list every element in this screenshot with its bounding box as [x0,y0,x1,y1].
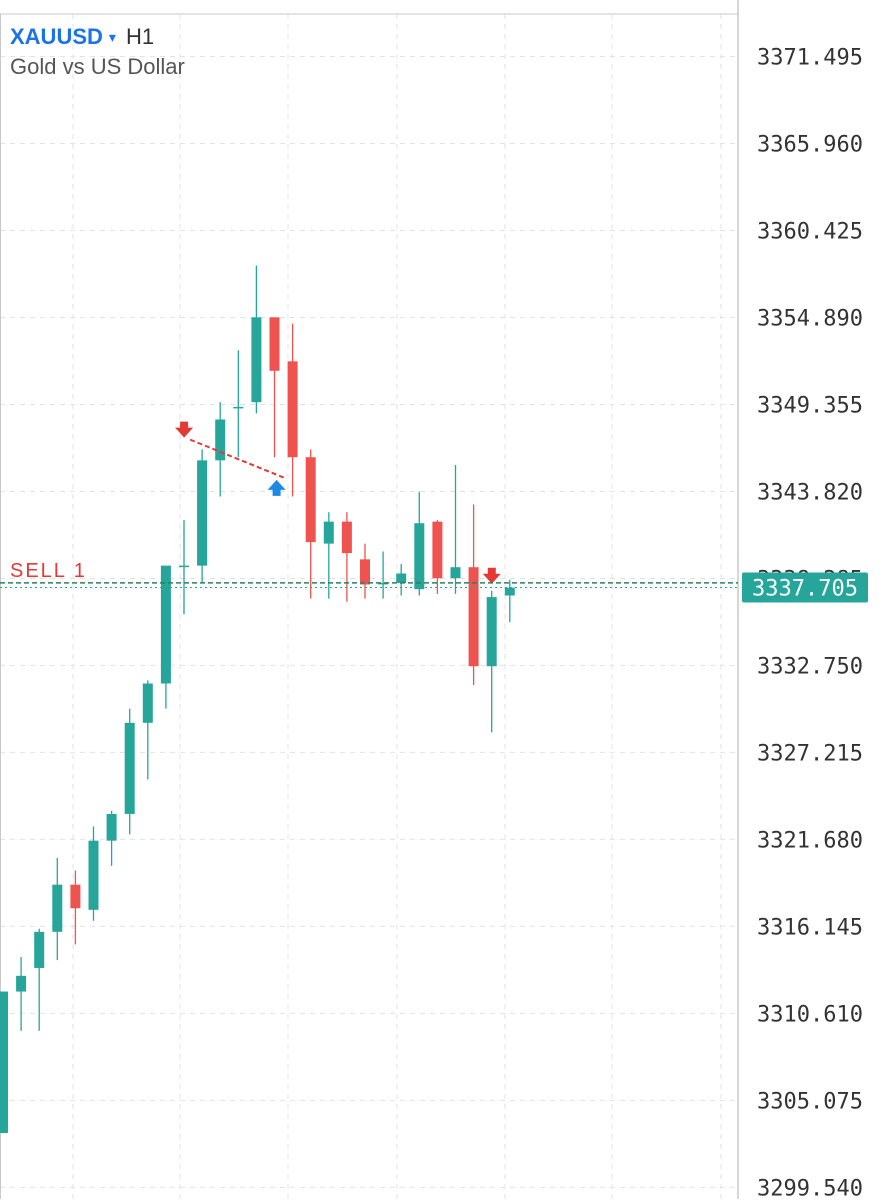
price-tick-label: 3316.145 [757,915,863,940]
bullish-candle [179,520,189,615]
bullish-candle [197,449,208,583]
candle-body [88,840,99,910]
candles [0,265,515,1133]
candle-body [215,419,226,461]
trade-markers [175,421,501,584]
candle-body [142,683,153,723]
bullish-candle [450,465,461,594]
candle-body [486,597,497,667]
order-line-group[interactable]: SELL 1 3337.705 [0,560,868,603]
price-tick-label: 3299.540 [757,1176,863,1199]
price-tick-label: 3349.355 [757,393,863,418]
bullish-candle [124,708,135,835]
candle-body [52,884,63,932]
candle-body [450,567,461,579]
candle-body [269,317,280,371]
price-tick-label: 3365.960 [757,133,863,158]
bullish-candle [34,928,45,1031]
candle-body [179,565,189,568]
candle-body [468,567,479,667]
bearish-candle [360,543,370,599]
candle-body [197,460,208,566]
bullish-candle [106,810,117,866]
candle-body [160,565,171,684]
timeframe-label[interactable]: H1 [125,24,155,49]
grid [0,14,738,1199]
symbol-dropdown-caret-icon[interactable]: ▾ [108,28,116,45]
price-tick-label: 3360.425 [757,219,863,244]
price-tick-label: 3321.680 [757,828,863,853]
price-tick-label: 3371.495 [757,46,863,71]
candle-body [16,975,27,992]
price-tick-label: 3310.610 [757,1002,863,1027]
sell-arrow-icon[interactable] [175,421,194,438]
buy-arrow-icon[interactable] [267,479,286,496]
candle-body [504,587,515,596]
bullish-candle [52,857,63,961]
current-price-tag [742,572,868,603]
bullish-candle [414,491,425,596]
candle-body [287,361,298,458]
bullish-candle [16,956,27,1031]
bearish-candle [341,512,352,602]
bullish-candle [142,680,153,780]
candle-body [106,813,117,841]
candle-body [432,521,443,579]
candle-body [378,582,389,585]
bullish-candle [233,350,244,458]
candle-body [341,521,352,554]
bearish-candle [468,504,479,686]
price-tick-label: 3305.075 [757,1089,863,1114]
candle-body [233,406,244,409]
bearish-candle [287,323,298,497]
bullish-candle [486,590,497,733]
candle-body [0,991,8,1133]
bullish-candle [88,826,99,921]
bearish-candle [305,449,316,599]
price-tick-label: 3354.890 [757,306,863,331]
current-price-label: 3337.705 [752,577,858,602]
price-tick-label: 3343.820 [757,480,863,505]
candle-body [323,521,334,544]
bullish-candle [323,512,334,599]
symbol-name[interactable]: XAUUSD [10,24,103,49]
candle-body [251,317,262,403]
bearish-candle [432,520,443,594]
candle-body [124,722,135,814]
trade-connector-line [189,438,285,479]
price-tick-label: 3327.215 [757,741,863,766]
sell-order-label[interactable]: SELL 1 [10,560,87,582]
bullish-candle [215,402,226,497]
candle-body [396,573,407,583]
bullish-candle [396,564,407,596]
symbol-description: Gold vs US Dollar [10,54,185,79]
bullish-candle [0,991,8,1133]
price-tick-label: 3332.750 [757,654,863,679]
candle-body [360,559,370,585]
bullish-candle [160,565,171,709]
bearish-candle [269,317,280,458]
bullish-candle [378,551,389,599]
symbol-header: XAUUSD ▾ H1 Gold vs US Dollar [10,24,185,80]
candle-body [305,457,316,543]
sell-arrow-icon[interactable] [482,567,501,584]
candle-body [414,523,425,590]
candle-body [34,931,45,968]
price-axis: 3371.495 3365.960 3360.425 3354.890 3349.355… [757,46,863,1202]
bullish-candle [251,265,262,414]
bearish-candle [70,870,81,945]
candle-body [70,884,81,909]
bullish-candle [504,579,515,623]
